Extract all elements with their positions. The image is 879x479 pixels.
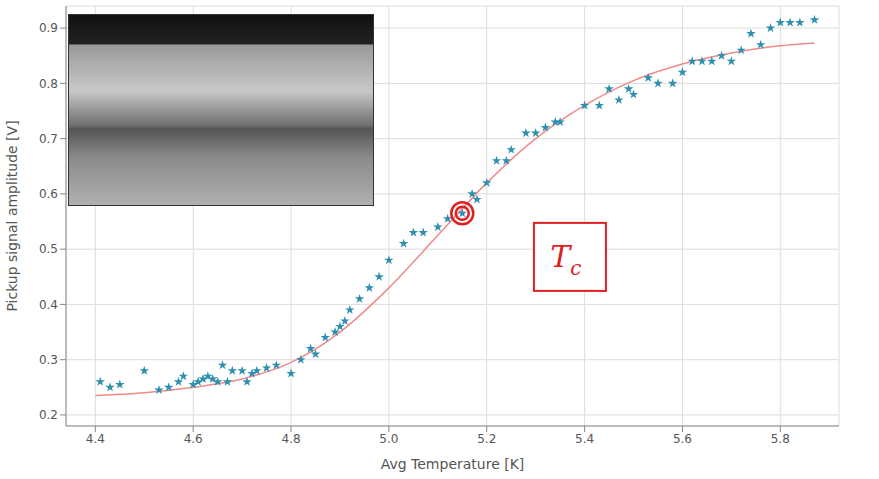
svg-text:0.6: 0.6 (39, 187, 58, 201)
svg-text:0.3: 0.3 (39, 353, 58, 367)
svg-text:0.5: 0.5 (39, 242, 58, 256)
svg-text:0.7: 0.7 (39, 132, 58, 146)
svg-text:0.9: 0.9 (39, 21, 58, 35)
svg-text:5.2: 5.2 (477, 432, 496, 446)
svg-text:5.0: 5.0 (379, 432, 398, 446)
svg-text:0.8: 0.8 (39, 77, 58, 91)
svg-text:Avg Temperature [K]: Avg Temperature [K] (381, 456, 525, 472)
svg-text:5.6: 5.6 (673, 432, 692, 446)
svg-text:4.8: 4.8 (282, 432, 301, 446)
svg-text:Pickup signal amplitude [V]: Pickup signal amplitude [V] (4, 120, 20, 311)
svg-text:0.4: 0.4 (39, 298, 58, 312)
svg-text:Tc: Tc (550, 239, 581, 280)
svg-text:0.2: 0.2 (39, 408, 58, 422)
svg-text:5.8: 5.8 (771, 432, 790, 446)
svg-text:4.4: 4.4 (86, 432, 105, 446)
svg-text:4.6: 4.6 (184, 432, 203, 446)
svg-text:5.4: 5.4 (575, 432, 594, 446)
